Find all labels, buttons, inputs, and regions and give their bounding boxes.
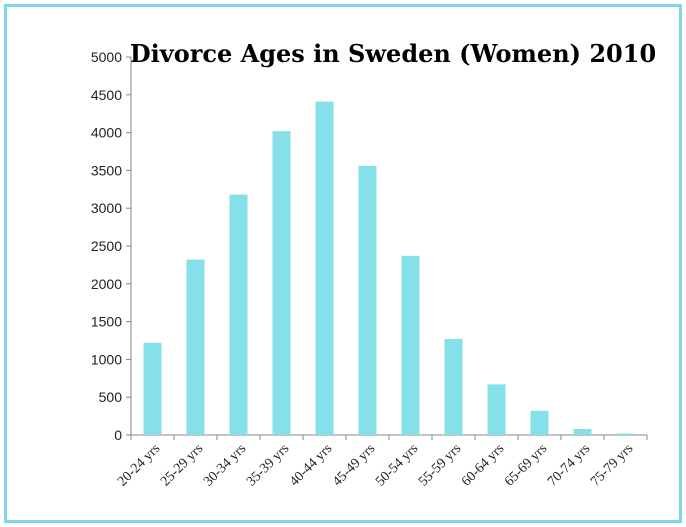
- bars-group: [143, 101, 635, 435]
- y-tick-label: 5000: [91, 49, 122, 65]
- bar-35-39-yrs: [272, 131, 291, 435]
- x-tick-label: 70-74 yrs: [545, 441, 593, 489]
- y-tick-label: 4000: [91, 125, 122, 141]
- y-tick-label: 4500: [91, 87, 122, 103]
- x-tick-label: 55-59 yrs: [416, 441, 464, 489]
- x-tick-label: 50-54 yrs: [373, 441, 421, 489]
- bar-75-79-yrs: [616, 433, 635, 435]
- bar-50-54-yrs: [401, 255, 420, 435]
- x-tick-label: 65-69 yrs: [502, 441, 550, 489]
- y-tick-label: 3000: [91, 200, 122, 216]
- bar-55-59-yrs: [444, 338, 463, 435]
- bar-45-49-yrs: [358, 165, 377, 435]
- x-tick-label: 35-39 yrs: [244, 441, 292, 489]
- y-tick-label: 1500: [91, 314, 122, 330]
- bar-70-74-yrs: [573, 428, 592, 435]
- y-tick-label: 0: [114, 427, 122, 443]
- x-tick-label: 20-24 yrs: [115, 441, 163, 489]
- y-tick-label: 1000: [91, 351, 122, 367]
- x-tick-label: 40-44 yrs: [287, 441, 335, 489]
- chart-title: Divorce Ages in Sweden (Women) 2010: [130, 39, 656, 68]
- bar-20-24-yrs: [143, 342, 162, 435]
- x-tick-label: 60-64 yrs: [459, 441, 507, 489]
- chart-frame: Divorce Ages in Sweden (Women) 2010 0 500…: [4, 4, 682, 523]
- y-tick-label: 2000: [91, 276, 122, 292]
- x-tick-label: 25-29 yrs: [158, 441, 206, 489]
- x-tick-label: 75-79 yrs: [588, 441, 636, 489]
- bar-40-44-yrs: [315, 101, 334, 435]
- bar-65-69-yrs: [530, 410, 549, 435]
- x-tick-label: 45-49 yrs: [330, 441, 378, 489]
- y-axis-ticks: 0 500 1000 1500 2000 2500 3000 3500 4000 4500 5000: [91, 49, 131, 443]
- y-tick-label: 500: [99, 389, 123, 405]
- bar-60-64-yrs: [487, 384, 506, 435]
- y-tick-label: 3500: [91, 162, 122, 178]
- x-tick-label: 30-34 yrs: [201, 441, 249, 489]
- bar-30-34-yrs: [229, 194, 248, 435]
- bar-25-29-yrs: [186, 259, 205, 435]
- y-tick-label: 2500: [91, 238, 122, 254]
- bar-chart: Divorce Ages in Sweden (Women) 2010 0 500…: [91, 39, 656, 490]
